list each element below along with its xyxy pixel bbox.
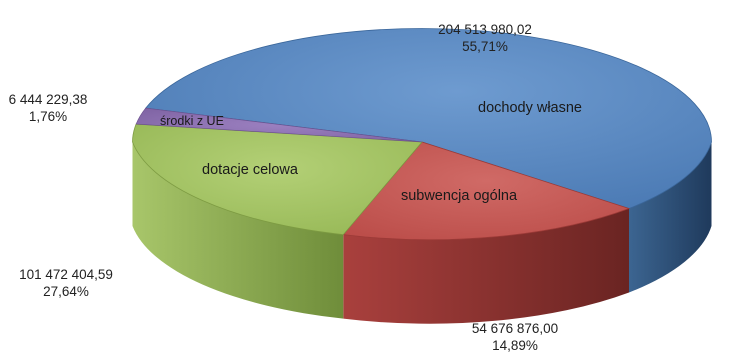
data-label-percent-dochody-wlasne: 55,71%	[462, 39, 508, 54]
data-label-value-srodki-z-ue: 6 444 229,38	[9, 92, 88, 107]
slice-side-dotacje-celowa	[132, 142, 344, 319]
slice-side-dochody-wlasne	[629, 142, 712, 293]
data-label-value-dochody-wlasne: 204 513 980,02	[438, 22, 532, 37]
slice-side-subwencja-ogolna	[343, 208, 629, 324]
slice-label-srodki-z-ue: środki z UE	[160, 114, 224, 128]
data-label-percent-dotacje-celowa: 27,64%	[43, 284, 89, 299]
slice-label-dochody-wlasne: dochody własne	[478, 100, 582, 116]
slice-top-dochody-wlasne	[144, 28, 712, 209]
slice-label-subwencja-ogolna: subwencja ogólna	[401, 188, 518, 204]
slice-label-dotacje-celowa: dotacje celowa	[202, 162, 299, 178]
pie-body	[132, 28, 712, 324]
data-label-value-subwencja-ogolna: 54 676 876,00	[472, 321, 558, 336]
data-label-percent-srodki-z-ue: 1,76%	[29, 109, 67, 124]
slice-top-subwencja-ogolna	[342, 141, 631, 241]
slice-top-srodki-z-ue	[135, 107, 423, 143]
slice-top-dotacje-celowa	[132, 123, 423, 236]
data-label-percent-subwencja-ogolna: 14,89%	[492, 338, 538, 353]
data-label-value-dotacje-celowa: 101 472 404,59	[19, 267, 113, 282]
